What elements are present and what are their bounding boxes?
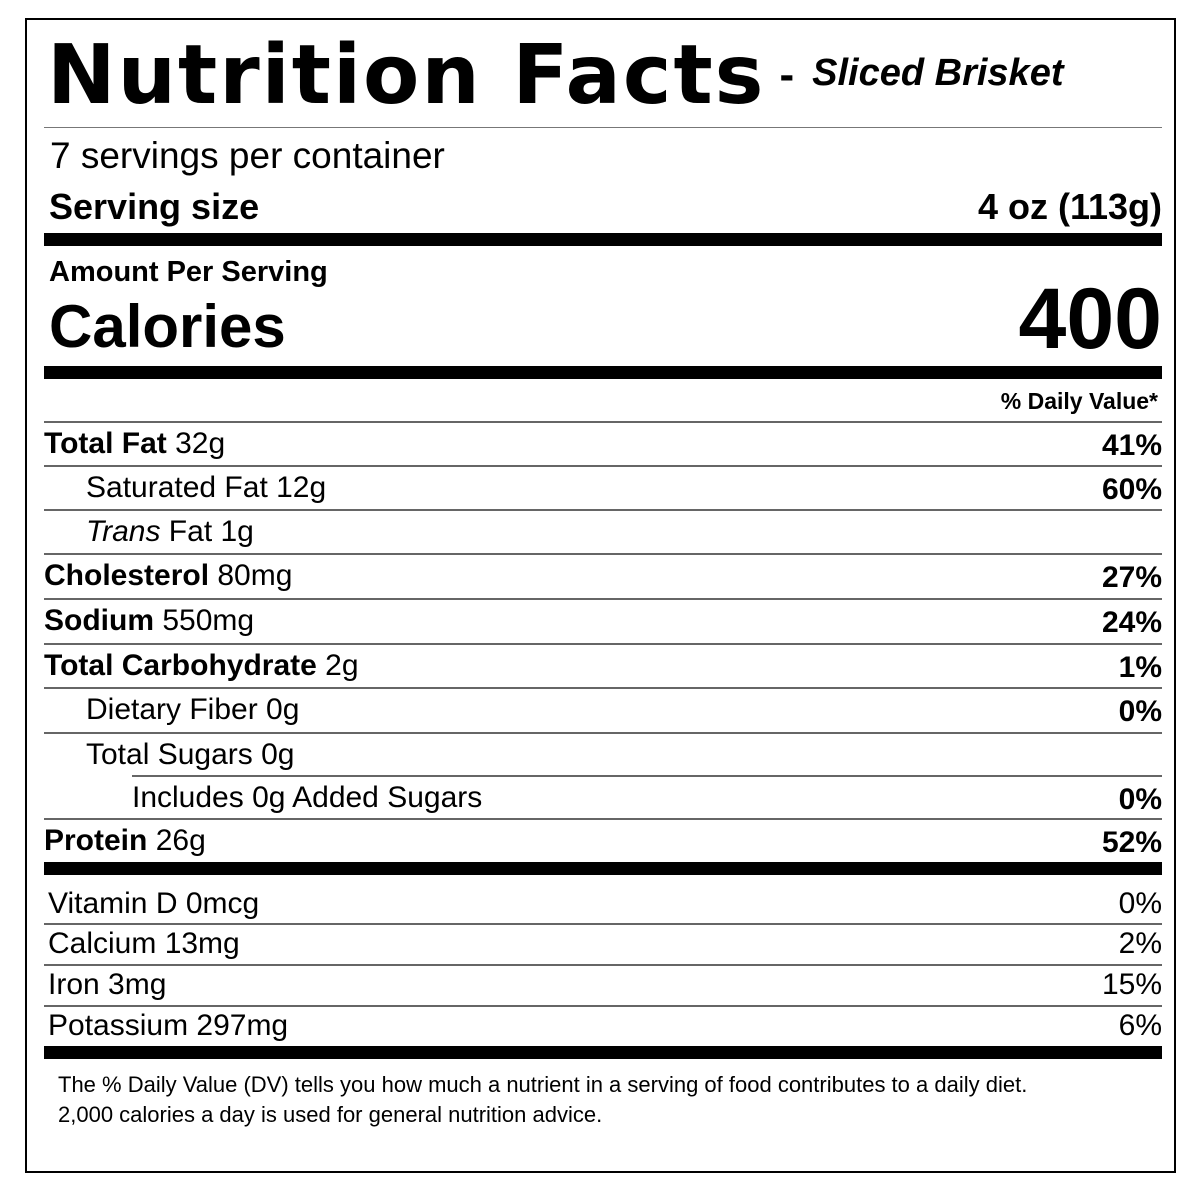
row-divider — [44, 421, 1162, 423]
divider-thick — [44, 862, 1162, 875]
nutrient-row: Protein 26g 52% — [44, 818, 1162, 862]
label-header: Nutrition Facts - Sliced Brisket — [47, 28, 1064, 123]
nutrient-name: Includes 0g Added Sugars — [132, 781, 483, 814]
nutrient-italic-name: Trans — [86, 515, 161, 548]
nutrient-bold-name: Protein — [44, 824, 148, 857]
row-divider — [44, 732, 1162, 734]
vitamin-row: Vitamin D 0mcg 0% — [44, 883, 1162, 924]
vitamin-row: Potassium 297mg 6% — [44, 1005, 1162, 1046]
nutrient-name: Sodium 550mg — [44, 604, 255, 637]
nutrient-name: Dietary Fiber 0g — [86, 693, 300, 726]
serving-size-label: Serving size — [49, 186, 260, 227]
row-divider — [44, 509, 1162, 511]
nutrient-name: Protein 26g — [44, 824, 206, 857]
row-divider — [132, 775, 1162, 777]
footnote-line: 2,000 calories a day is used for general… — [58, 1102, 603, 1127]
daily-value-percent: 1% — [1118, 651, 1162, 684]
nutrient-row: Saturated Fat 12g 60% — [44, 465, 1162, 509]
divider-thick — [44, 233, 1162, 246]
vitamin-name: Vitamin D 0mcg — [48, 887, 260, 920]
nutrient-name: Trans Fat 1g — [86, 515, 254, 548]
daily-value-percent: 15% — [1101, 968, 1162, 1001]
title-dash: - — [779, 50, 795, 99]
daily-value-percent: 0% — [1118, 783, 1162, 816]
row-divider — [44, 818, 1162, 820]
calories-label: Calories — [49, 293, 286, 360]
nutrient-name: Cholesterol 80mg — [44, 559, 293, 592]
nutrient-row: Total Sugars 0g — [44, 732, 1162, 776]
nutrient-name: Total Fat 32g — [44, 427, 226, 460]
row-divider — [44, 598, 1162, 600]
servings-per-container: 7 servings per container — [50, 135, 445, 176]
vitamin-name: Iron 3mg — [48, 968, 167, 1001]
row-divider — [44, 553, 1162, 555]
nutrient-row: Trans Fat 1g — [44, 509, 1162, 553]
daily-value-percent: 52% — [1101, 826, 1162, 859]
daily-value-percent: 24% — [1101, 606, 1162, 639]
daily-value-percent: 6% — [1118, 1009, 1162, 1042]
nutrient-bold-name: Total Carbohydrate — [44, 649, 317, 682]
daily-value-percent: 0% — [1118, 695, 1162, 728]
nutrient-name: Total Carbohydrate 2g — [44, 649, 359, 682]
daily-value-header: % Daily Value* — [1000, 388, 1158, 414]
vitamin-row: Iron 3mg 15% — [44, 964, 1162, 1005]
nutrient-row: Total Fat 32g 41% — [44, 421, 1162, 465]
divider-thick — [44, 1046, 1162, 1059]
product-name: Sliced Brisket — [812, 52, 1064, 94]
row-divider — [44, 465, 1162, 467]
footnote-line: The % Daily Value (DV) tells you how muc… — [58, 1072, 1028, 1097]
nutrient-name: Total Sugars 0g — [86, 738, 295, 771]
nutrient-row: Dietary Fiber 0g 0% — [44, 687, 1162, 731]
amount-per-serving: Amount Per Serving — [49, 256, 328, 288]
nutrition-label — [25, 18, 1176, 1173]
row-divider — [44, 687, 1162, 689]
divider — [44, 127, 1162, 128]
calories-value: 400 — [1018, 271, 1163, 367]
label-title: Nutrition Facts — [47, 28, 766, 123]
daily-value-percent: 41% — [1101, 429, 1162, 462]
divider-thick — [44, 366, 1162, 379]
nutrient-row: Includes 0g Added Sugars 0% — [44, 775, 1162, 819]
daily-value-percent: 0% — [1118, 887, 1162, 920]
nutrient-row: Total Carbohydrate 2g 1% — [44, 643, 1162, 687]
vitamin-name: Potassium 297mg — [48, 1009, 289, 1042]
nutrient-bold-name: Total Fat — [44, 427, 167, 460]
vitamin-name: Calcium 13mg — [48, 927, 240, 960]
row-divider — [44, 964, 1162, 966]
nutrient-row: Cholesterol 80mg 27% — [44, 553, 1162, 597]
nutrient-name: Saturated Fat 12g — [86, 471, 327, 504]
vitamin-row: Calcium 13mg 2% — [44, 923, 1162, 964]
daily-value-percent: 2% — [1118, 927, 1162, 960]
daily-value-percent: 60% — [1101, 473, 1162, 506]
nutrient-bold-name: Sodium — [44, 604, 154, 637]
daily-value-percent: 27% — [1101, 561, 1162, 594]
row-divider — [44, 1005, 1162, 1007]
nutrient-bold-name: Cholesterol — [44, 559, 210, 592]
serving-size-value: 4 oz (113g) — [977, 186, 1162, 227]
row-divider — [44, 643, 1162, 645]
nutrient-row: Sodium 550mg 24% — [44, 598, 1162, 642]
row-divider — [44, 923, 1162, 925]
footnote: The % Daily Value (DV) tells you how muc… — [58, 1070, 1148, 1130]
